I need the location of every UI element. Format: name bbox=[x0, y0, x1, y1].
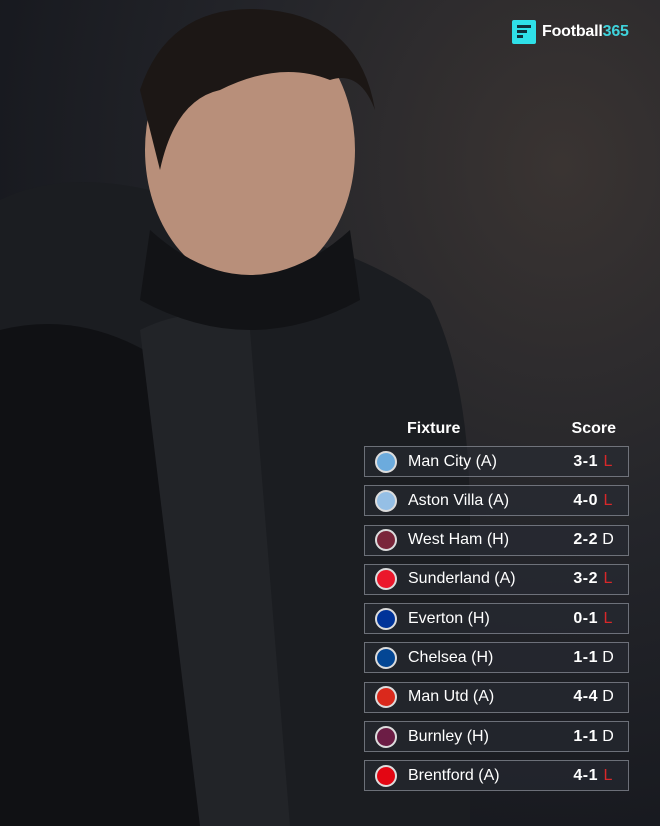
everton-crest-icon bbox=[375, 607, 397, 630]
fixture-name: Brentford (A) bbox=[408, 766, 500, 784]
logo-icon bbox=[512, 20, 536, 44]
aston-villa-crest-icon bbox=[375, 489, 397, 512]
score: 4-0 bbox=[573, 491, 598, 509]
result-badge: L bbox=[603, 491, 613, 509]
result-badge: L bbox=[603, 570, 613, 588]
fixtures-table: Fixture Score Man City (A) 3-1 L Aston V… bbox=[364, 420, 629, 792]
result-badge: D bbox=[602, 531, 614, 549]
sunderland-crest-icon bbox=[375, 568, 397, 591]
result-badge: D bbox=[602, 688, 614, 706]
table-row: Everton (H) 0-1 L bbox=[364, 603, 629, 635]
west-ham-crest-icon bbox=[375, 529, 397, 552]
table-row: Burnley (H) 1-1 D bbox=[364, 721, 629, 753]
fixture-name: Aston Villa (A) bbox=[408, 491, 510, 509]
brentford-crest-icon bbox=[375, 764, 397, 787]
score: 3-1 bbox=[573, 452, 598, 470]
table-row: Chelsea (H) 1-1 D bbox=[364, 642, 629, 674]
score: 0-1 bbox=[573, 609, 598, 627]
table-header: Fixture Score bbox=[364, 420, 629, 446]
table-row: Man Utd (A) 4-4 D bbox=[364, 681, 629, 713]
result-badge: L bbox=[603, 452, 613, 470]
result-badge: D bbox=[602, 648, 614, 666]
score: 1-1 bbox=[573, 727, 598, 745]
fixture-name: West Ham (H) bbox=[408, 531, 510, 549]
score: 2-2 bbox=[573, 531, 598, 549]
table-row: Aston Villa (A) 4-0 L bbox=[364, 485, 629, 517]
man-city-crest-icon bbox=[375, 450, 397, 473]
table-row: Man City (A) 3-1 L bbox=[364, 446, 629, 477]
fixture-name: Sunderland (A) bbox=[408, 570, 516, 588]
fixture-name: Everton (H) bbox=[408, 609, 490, 627]
result-badge: L bbox=[603, 609, 613, 627]
fixture-name: Man City (A) bbox=[408, 452, 497, 470]
table-row: West Ham (H) 2-2 D bbox=[364, 524, 629, 556]
fixture-name: Chelsea (H) bbox=[408, 648, 494, 666]
score: 1-1 bbox=[573, 648, 598, 666]
logo-text: Football365 bbox=[542, 23, 629, 40]
fixture-name: Man Utd (A) bbox=[408, 688, 495, 706]
table-row: Sunderland (A) 3-2 L bbox=[364, 563, 629, 595]
table-row: Brentford (A) 4-1 L bbox=[364, 760, 629, 792]
score-header: Score bbox=[571, 420, 616, 437]
chelsea-crest-icon bbox=[375, 646, 397, 669]
burnley-crest-icon bbox=[375, 725, 397, 748]
score: 4-1 bbox=[573, 766, 598, 784]
result-badge: D bbox=[602, 727, 614, 745]
score: 3-2 bbox=[573, 570, 598, 588]
fixture-name: Burnley (H) bbox=[408, 727, 489, 745]
score: 4-4 bbox=[573, 688, 598, 706]
man-utd-crest-icon bbox=[375, 686, 397, 709]
result-badge: L bbox=[603, 766, 613, 784]
football365-logo: Football365 bbox=[512, 20, 629, 44]
fixture-header: Fixture bbox=[407, 420, 461, 437]
